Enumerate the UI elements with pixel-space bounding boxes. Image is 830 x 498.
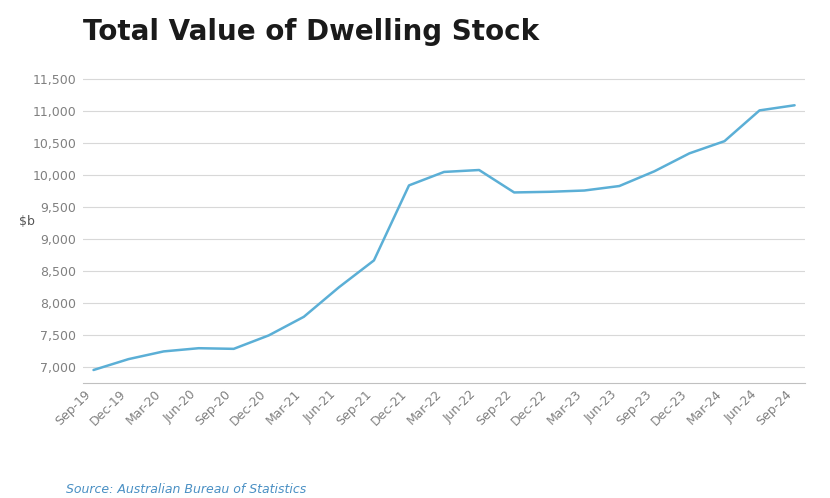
Text: Source: Australian Bureau of Statistics: Source: Australian Bureau of Statistics	[66, 483, 306, 496]
Y-axis label: $b: $b	[19, 215, 35, 228]
Text: Total Value of Dwelling Stock: Total Value of Dwelling Stock	[83, 18, 540, 46]
